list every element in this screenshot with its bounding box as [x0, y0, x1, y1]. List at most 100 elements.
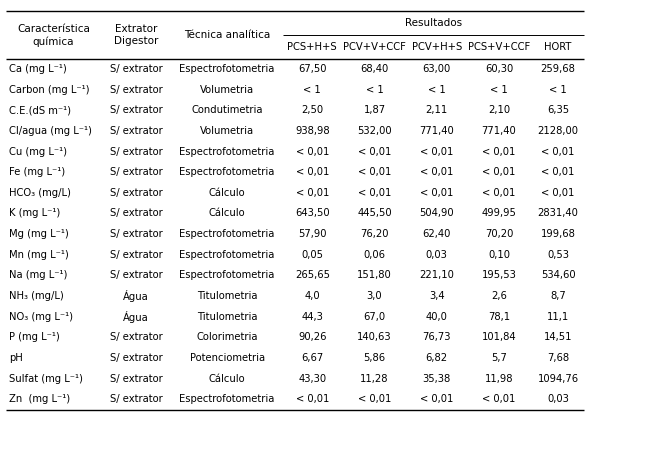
Text: Característica: Característica	[17, 24, 90, 34]
Text: PCS+H+S: PCS+H+S	[288, 42, 337, 52]
Text: Cl/agua (mg L⁻¹): Cl/agua (mg L⁻¹)	[9, 126, 92, 136]
Text: Mg (mg L⁻¹): Mg (mg L⁻¹)	[9, 229, 69, 239]
Text: pH: pH	[9, 353, 23, 363]
Text: 76,73: 76,73	[422, 332, 451, 342]
Text: < 1: < 1	[303, 85, 321, 94]
Text: 6,67: 6,67	[301, 353, 323, 363]
Text: Fe (mg L⁻¹): Fe (mg L⁻¹)	[9, 167, 65, 177]
Text: < 0,01: < 0,01	[420, 394, 454, 404]
Text: 40,0: 40,0	[426, 312, 448, 322]
Text: Ca (mg L⁻¹): Ca (mg L⁻¹)	[9, 64, 67, 74]
Text: 2831,40: 2831,40	[538, 208, 579, 219]
Text: Zn  (mg L⁻¹): Zn (mg L⁻¹)	[9, 394, 70, 404]
Text: S/ extrator: S/ extrator	[110, 146, 163, 156]
Text: < 0,01: < 0,01	[358, 394, 391, 404]
Text: Colorimetria: Colorimetria	[196, 332, 258, 342]
Text: 43,30: 43,30	[298, 374, 327, 384]
Text: P (mg L⁻¹): P (mg L⁻¹)	[9, 332, 60, 342]
Text: 643,50: 643,50	[295, 208, 330, 219]
Text: Titulometria: Titulometria	[197, 312, 257, 322]
Text: 199,68: 199,68	[540, 229, 575, 239]
Text: S/ extrator: S/ extrator	[110, 332, 163, 342]
Text: < 0,01: < 0,01	[295, 188, 329, 198]
Text: 44,3: 44,3	[301, 312, 323, 322]
Text: 0,03: 0,03	[426, 250, 448, 260]
Text: S/ extrator: S/ extrator	[110, 64, 163, 74]
Text: S/ extrator: S/ extrator	[110, 394, 163, 404]
Text: 140,63: 140,63	[357, 332, 392, 342]
Text: 60,30: 60,30	[485, 64, 513, 74]
Text: 265,65: 265,65	[295, 270, 330, 281]
Text: S/ extrator: S/ extrator	[110, 167, 163, 177]
Text: < 0,01: < 0,01	[541, 146, 575, 156]
Text: 57,90: 57,90	[298, 229, 327, 239]
Text: 771,40: 771,40	[481, 126, 516, 136]
Text: Na (mg L⁻¹): Na (mg L⁻¹)	[9, 270, 67, 281]
Text: 6,35: 6,35	[547, 105, 569, 115]
Text: Mn (mg L⁻¹): Mn (mg L⁻¹)	[9, 250, 69, 260]
Text: 938,98: 938,98	[295, 126, 330, 136]
Text: química: química	[32, 36, 75, 47]
Text: 532,00: 532,00	[357, 126, 392, 136]
Text: Sulfat (mg L⁻¹): Sulfat (mg L⁻¹)	[9, 374, 83, 384]
Text: < 0,01: < 0,01	[358, 167, 391, 177]
Text: 0,10: 0,10	[488, 250, 510, 260]
Text: 2,10: 2,10	[488, 105, 510, 115]
Text: 2,11: 2,11	[426, 105, 448, 115]
Text: < 0,01: < 0,01	[541, 188, 575, 198]
Text: S/ extrator: S/ extrator	[110, 353, 163, 363]
Text: Volumetria: Volumetria	[200, 85, 254, 94]
Text: 68,40: 68,40	[360, 64, 389, 74]
Text: 78,1: 78,1	[488, 312, 510, 322]
Text: 90,26: 90,26	[298, 332, 327, 342]
Text: S/ extrator: S/ extrator	[110, 126, 163, 136]
Text: < 1: < 1	[365, 85, 384, 94]
Text: Extrator: Extrator	[115, 24, 157, 34]
Text: 63,00: 63,00	[422, 64, 451, 74]
Text: 1,87: 1,87	[364, 105, 386, 115]
Text: S/ extrator: S/ extrator	[110, 105, 163, 115]
Text: < 0,01: < 0,01	[295, 146, 329, 156]
Text: 534,60: 534,60	[540, 270, 575, 281]
Text: S/ extrator: S/ extrator	[110, 250, 163, 260]
Text: S/ extrator: S/ extrator	[110, 188, 163, 198]
Text: Volumetria: Volumetria	[200, 126, 254, 136]
Text: 35,38: 35,38	[422, 374, 451, 384]
Text: < 0,01: < 0,01	[482, 146, 516, 156]
Text: Água: Água	[123, 290, 149, 302]
Text: 2,50: 2,50	[301, 105, 323, 115]
Text: 76,20: 76,20	[360, 229, 389, 239]
Text: HCO₃ (mg/L): HCO₃ (mg/L)	[9, 188, 71, 198]
Text: 0,53: 0,53	[547, 250, 569, 260]
Text: Cu (mg L⁻¹): Cu (mg L⁻¹)	[9, 146, 67, 156]
Text: PCV+H+S: PCV+H+S	[411, 42, 462, 52]
Text: Carbon (mg L⁻¹): Carbon (mg L⁻¹)	[9, 85, 89, 94]
Text: 62,40: 62,40	[422, 229, 451, 239]
Text: < 0,01: < 0,01	[295, 167, 329, 177]
Text: 151,80: 151,80	[357, 270, 392, 281]
Text: 8,7: 8,7	[550, 291, 566, 301]
Text: < 0,01: < 0,01	[482, 167, 516, 177]
Text: 1094,76: 1094,76	[537, 374, 579, 384]
Text: 0,06: 0,06	[364, 250, 386, 260]
Text: 0,05: 0,05	[301, 250, 323, 260]
Text: Espectrofotometria: Espectrofotometria	[179, 250, 275, 260]
Text: 11,1: 11,1	[547, 312, 569, 322]
Text: Cálculo: Cálculo	[209, 208, 246, 219]
Text: Espectrofotometria: Espectrofotometria	[179, 146, 275, 156]
Text: K (mg L⁻¹): K (mg L⁻¹)	[9, 208, 60, 219]
Text: 0,03: 0,03	[547, 394, 569, 404]
Text: 3,4: 3,4	[429, 291, 445, 301]
Text: 70,20: 70,20	[485, 229, 513, 239]
Text: 5,86: 5,86	[364, 353, 386, 363]
Text: < 0,01: < 0,01	[295, 394, 329, 404]
Text: 771,40: 771,40	[419, 126, 454, 136]
Text: Água: Água	[123, 311, 149, 323]
Text: 504,90: 504,90	[419, 208, 454, 219]
Text: Espectrofotometria: Espectrofotometria	[179, 167, 275, 177]
Text: HORT: HORT	[544, 42, 572, 52]
Text: NH₃ (mg/L): NH₃ (mg/L)	[9, 291, 64, 301]
Text: 14,51: 14,51	[544, 332, 572, 342]
Text: 7,68: 7,68	[547, 353, 569, 363]
Text: 3,0: 3,0	[367, 291, 382, 301]
